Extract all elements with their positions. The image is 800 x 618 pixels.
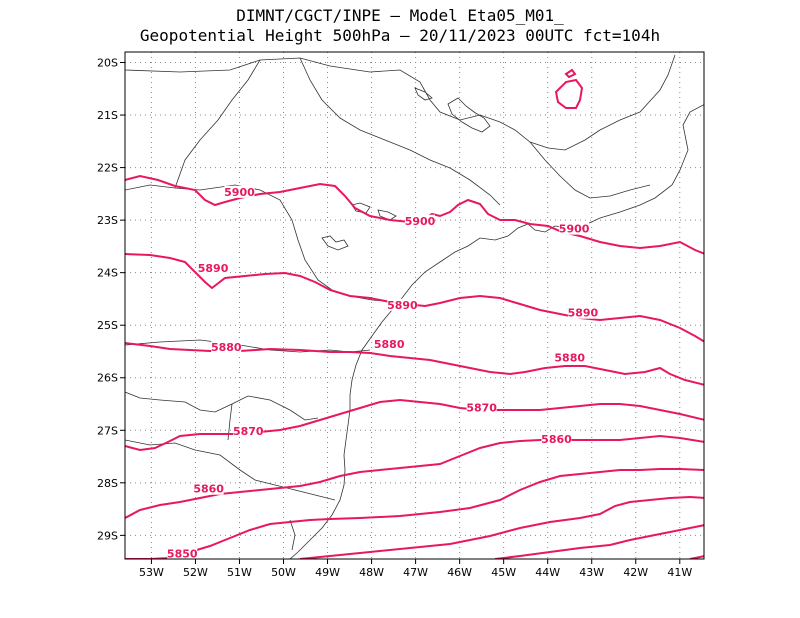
contour-5870 xyxy=(125,398,704,452)
contour-label: 5850 xyxy=(167,547,198,560)
y-tick-label: 20S xyxy=(97,57,118,70)
contour-label: 5900 xyxy=(224,186,255,199)
x-tick-label: 47W xyxy=(403,566,428,579)
x-tick-label: 41W xyxy=(667,566,692,579)
x-tick-label: 42W xyxy=(623,566,648,579)
y-tick-label: 27S xyxy=(97,424,118,437)
contour-label-bg xyxy=(567,306,598,319)
plot-frame xyxy=(124,51,705,560)
contour-label-bg xyxy=(559,222,590,235)
contour-5850 xyxy=(125,468,704,559)
contour-label: 5890 xyxy=(568,307,599,320)
contour-label-bg xyxy=(193,482,224,495)
y-tick-label: 23S xyxy=(97,214,118,227)
contour-label-bg xyxy=(541,432,572,445)
y-tick-label: 24S xyxy=(97,267,118,280)
contour-label: 5880 xyxy=(374,338,405,351)
contour-label-bg xyxy=(374,338,405,351)
contour-label: 5870 xyxy=(233,425,264,438)
x-tick-label: 50W xyxy=(271,566,296,579)
contour-label-bg xyxy=(224,185,255,198)
contour-5900-island xyxy=(554,78,584,109)
contour-label: 5860 xyxy=(541,433,572,446)
x-axis-ticks: 53W 52W 51W 50W 49W 48W 47W 46W 45W 44W 43W 42W 41W xyxy=(139,559,692,579)
x-tick-label: 44W xyxy=(535,566,560,579)
contour-label: 5860 xyxy=(193,483,224,496)
x-tick-label: 45W xyxy=(491,566,516,579)
reservoir-4 xyxy=(377,209,397,221)
chart-title-line2: Geopotential Height 500hPa – 20/11/2023 … xyxy=(139,26,661,45)
contour-label: 5900 xyxy=(559,223,590,236)
contour-label: 5890 xyxy=(198,262,229,275)
state-border-mg-sp xyxy=(125,54,676,151)
reservoir-1 xyxy=(447,97,491,133)
x-tick-label: 52W xyxy=(183,566,208,579)
border-west xyxy=(125,391,319,421)
contour-label-bg xyxy=(198,262,229,275)
contour-label-bg xyxy=(167,547,198,559)
contour-label-bg xyxy=(405,214,436,227)
y-tick-label: 26S xyxy=(97,372,118,385)
state-border-internal-1 xyxy=(174,59,261,189)
contour-label: 5870 xyxy=(466,401,497,414)
reservoir-3 xyxy=(351,202,371,214)
contour-label: 5880 xyxy=(554,351,585,364)
contour-label-bg xyxy=(554,351,585,364)
reservoir-2 xyxy=(321,235,349,251)
y-tick-label: 28S xyxy=(97,477,118,490)
reservoir-5 xyxy=(414,87,433,101)
contour-5830 xyxy=(494,524,704,559)
chart-title-line1: DIMNT/CGCT/INPE – Model Eta05_M01_ xyxy=(236,6,564,25)
y-tick-label: 21S xyxy=(97,109,118,122)
x-tick-label: 53W xyxy=(139,566,164,579)
x-tick-label: 48W xyxy=(359,566,384,579)
contour-label: 5880 xyxy=(211,341,242,354)
contour-label-bg xyxy=(233,424,264,437)
state-border-sc-rs xyxy=(125,439,336,501)
state-border-sp-pr xyxy=(125,184,406,306)
y-tick-label: 25S xyxy=(97,319,118,332)
state-border-internal-2 xyxy=(299,57,501,206)
x-tick-label: 43W xyxy=(579,566,604,579)
contour-5840 xyxy=(299,495,704,559)
contour-label-bg xyxy=(466,401,497,414)
state-border-internal-4 xyxy=(289,519,296,551)
contour-label: 5890 xyxy=(387,299,418,312)
contour-label-bg xyxy=(211,340,242,353)
y-tick-label: 29S xyxy=(97,529,118,542)
contour-5900-dot xyxy=(564,68,577,79)
state-border-rj-mg xyxy=(529,141,651,199)
contour-label-bg xyxy=(387,298,418,311)
x-tick-label: 51W xyxy=(227,566,252,579)
x-tick-label: 46W xyxy=(447,566,472,579)
x-tick-label: 49W xyxy=(315,566,340,579)
y-tick-label: 22S xyxy=(97,162,118,175)
y-axis-ticks: 20S 21S 22S 23S 24S 25S 26S 27S 28S 29S xyxy=(97,57,125,542)
coastline xyxy=(289,104,704,559)
contour-label: 5900 xyxy=(405,215,436,228)
contour-labels: 5900 5900 5900 5890 5890 5890 5880 5880 5880 5870… xyxy=(167,185,599,560)
